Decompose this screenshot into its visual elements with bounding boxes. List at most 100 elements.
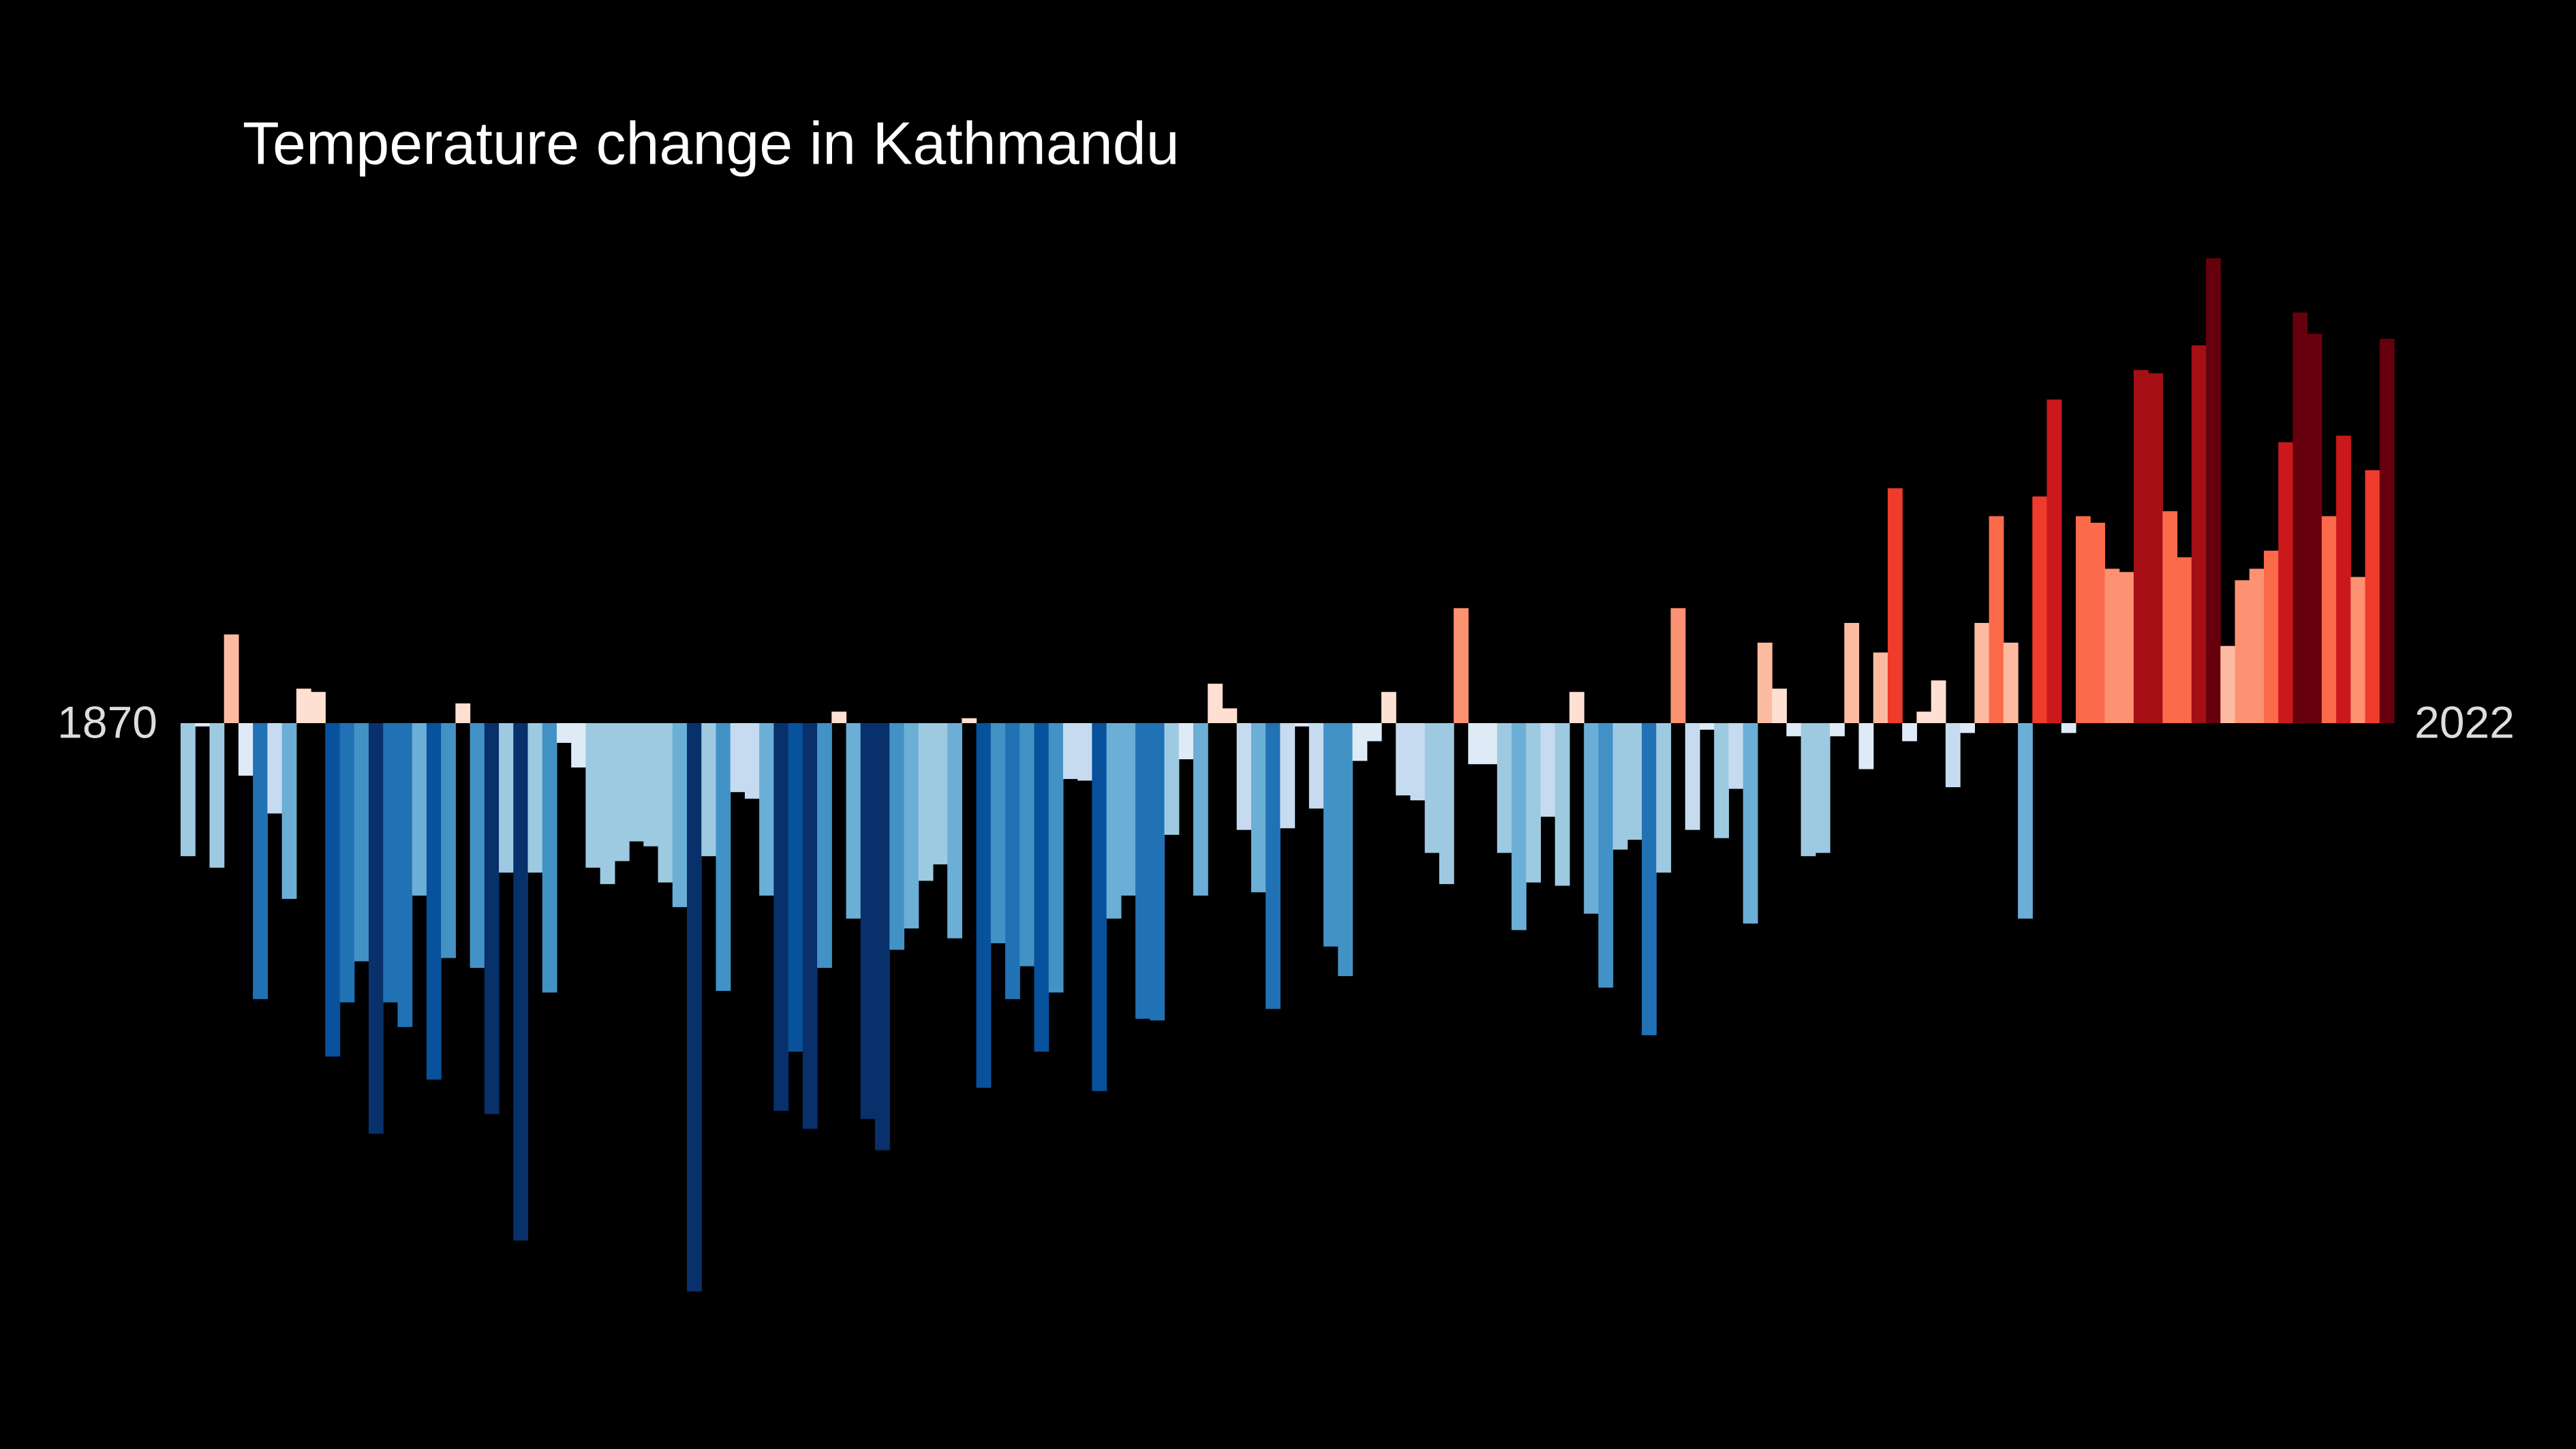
bar (2104, 568, 2120, 723)
bar (962, 718, 977, 723)
bar (1757, 642, 1773, 723)
bar (1728, 723, 1744, 789)
bar (1280, 723, 1295, 829)
bar (426, 723, 442, 1080)
bar (947, 723, 962, 939)
bar (455, 703, 471, 723)
bar (874, 723, 890, 1150)
bar (1482, 723, 1498, 765)
bar (2032, 496, 2048, 723)
bar (1150, 723, 1165, 1021)
bar (2206, 258, 2221, 724)
bar (2148, 373, 2163, 723)
bar (1439, 723, 1454, 885)
bar (2235, 580, 2250, 723)
bar (744, 723, 760, 799)
bar (2090, 522, 2106, 723)
bar (1526, 723, 1542, 883)
bar (412, 723, 427, 896)
bar (1960, 723, 1975, 733)
bar (1019, 723, 1035, 966)
bar (976, 723, 992, 1088)
bar (2003, 642, 2019, 723)
bar (2278, 442, 2293, 723)
bar (224, 634, 239, 723)
bar (1048, 723, 1064, 993)
bar (1077, 723, 1093, 781)
bar (1931, 680, 1946, 723)
bar (1120, 723, 1136, 896)
bar (339, 723, 355, 1003)
bar (1323, 723, 1338, 947)
bar (2379, 339, 2395, 723)
bar (1974, 622, 1990, 723)
bar (904, 723, 919, 929)
bar (296, 688, 311, 723)
bar (195, 723, 211, 727)
bar (802, 723, 818, 1129)
bar (701, 723, 717, 857)
bar (1062, 723, 1078, 779)
bar (1598, 723, 1614, 988)
bar (556, 723, 572, 743)
bar (1294, 723, 1310, 727)
bar (2293, 312, 2308, 723)
bar (470, 723, 485, 968)
bar (2162, 511, 2178, 723)
bar (1815, 723, 1830, 853)
bar (585, 723, 601, 868)
bar (1222, 708, 1238, 723)
bar (542, 723, 557, 993)
bar (759, 723, 774, 896)
bar (1569, 692, 1584, 723)
bar (1945, 723, 1961, 787)
bar (1454, 608, 1469, 723)
bar (1670, 608, 1686, 723)
bar (1092, 723, 1107, 1091)
bar (1612, 723, 1628, 850)
bar (889, 723, 905, 950)
x-tick-label: 2022 (2414, 697, 2515, 747)
bar (672, 723, 688, 907)
bar (1642, 723, 1657, 1035)
bar (1005, 723, 1020, 999)
bar (846, 723, 861, 919)
bar (1700, 723, 1715, 730)
bar (1830, 723, 1845, 737)
bar (1858, 723, 1874, 769)
chart-title: Temperature change in Kathmandu (243, 109, 1180, 177)
bar (600, 723, 615, 885)
bar (629, 723, 644, 842)
bar (614, 723, 630, 861)
bar (1106, 723, 1122, 919)
bar (1743, 723, 1758, 924)
bar (2119, 572, 2134, 723)
bar (2133, 369, 2149, 723)
bar (1656, 723, 1672, 873)
bar (267, 723, 283, 814)
bar (571, 723, 587, 768)
bar (860, 723, 876, 1119)
bar (773, 723, 789, 1111)
bar (1266, 723, 1281, 1009)
bar (918, 723, 934, 881)
bar (2046, 399, 2062, 723)
bar (1873, 652, 1888, 723)
bar (1989, 516, 2004, 723)
bar (716, 723, 731, 991)
bar (397, 723, 413, 1027)
bar (527, 723, 543, 873)
bar (2249, 568, 2265, 723)
bar (441, 723, 456, 958)
bar (1800, 723, 1816, 857)
bar (2220, 645, 2236, 723)
bar (2075, 516, 2091, 723)
bar (209, 723, 225, 868)
bar (1887, 488, 1903, 723)
bar (1512, 723, 1527, 930)
bar (2336, 436, 2351, 723)
bar (2018, 723, 2033, 919)
bar (1540, 723, 1556, 817)
bar (658, 723, 673, 883)
